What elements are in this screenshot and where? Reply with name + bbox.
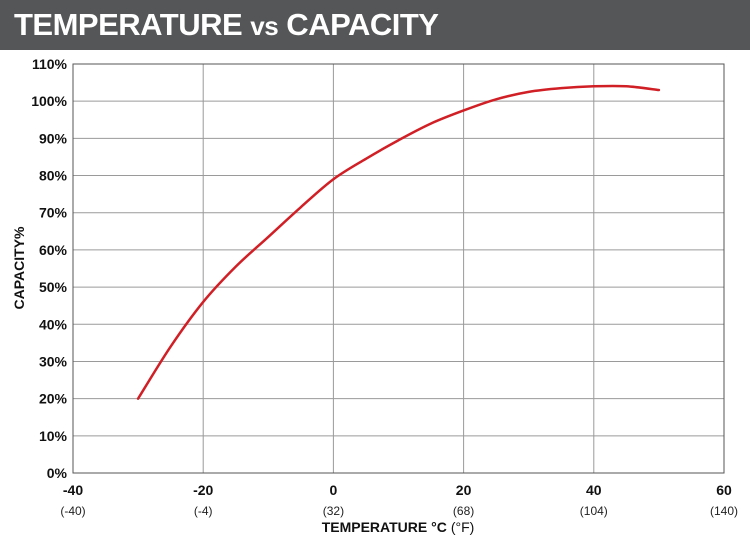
chart-title-bar: TEMPERATURE vs CAPACITY — [0, 0, 750, 50]
x-tick-label: 40 — [586, 482, 602, 498]
x-tick-label: 20 — [456, 482, 472, 498]
x-tick-fahrenheit-label: (32) — [323, 504, 344, 518]
y-tick-label: 30% — [39, 353, 68, 369]
x-axis-title: TEMPERATURE °C (°F) — [322, 519, 475, 535]
y-tick-label: 70% — [39, 205, 68, 221]
grid-lines — [72, 63, 725, 474]
y-tick-label: 20% — [39, 391, 68, 407]
y-tick-label: 10% — [39, 428, 68, 444]
x-tick-fahrenheit-label: (68) — [453, 504, 474, 518]
x-tick-fahrenheit-label: (104) — [580, 504, 608, 518]
y-axis-ticks: 0% 10% 20% 30% 40% 50% 60% 70% 80% 90% 100% 110% — [31, 56, 67, 481]
x-axis-title-unit: (°F) — [451, 519, 474, 535]
capacity-curve — [136, 84, 661, 400]
y-axis-title: CAPACITY% — [11, 226, 27, 310]
y-tick-label: 80% — [39, 168, 68, 184]
x-tick-fahrenheit-label: (-40) — [60, 504, 85, 518]
plot-frame — [72, 63, 725, 474]
x-tick-label: 0 — [330, 482, 338, 498]
x-tick-label: 60 — [716, 482, 732, 498]
y-tick-label: 110% — [32, 56, 68, 72]
x-tick-label: -40 — [63, 482, 83, 498]
y-tick-label: 100% — [31, 93, 67, 109]
x-tick-fahrenheit-label: (-4) — [194, 504, 213, 518]
y-tick-label: 90% — [39, 130, 68, 146]
x-tick-fahrenheit-label: (140) — [710, 504, 738, 518]
y-tick-label: 60% — [39, 242, 68, 258]
y-tick-label: 0% — [47, 465, 68, 481]
y-tick-label: 50% — [39, 279, 68, 295]
x-axis-title-main: TEMPERATURE °C — [322, 519, 447, 535]
y-tick-label: 40% — [39, 316, 68, 332]
x-tick-label: -20 — [193, 482, 213, 498]
x-axis-ticks: -40 (-40) -20 (-4) 0 (32) 20 (68) 40 (104) 60 (140) — [60, 482, 738, 518]
chart-title: TEMPERATURE vs CAPACITY — [14, 7, 439, 42]
